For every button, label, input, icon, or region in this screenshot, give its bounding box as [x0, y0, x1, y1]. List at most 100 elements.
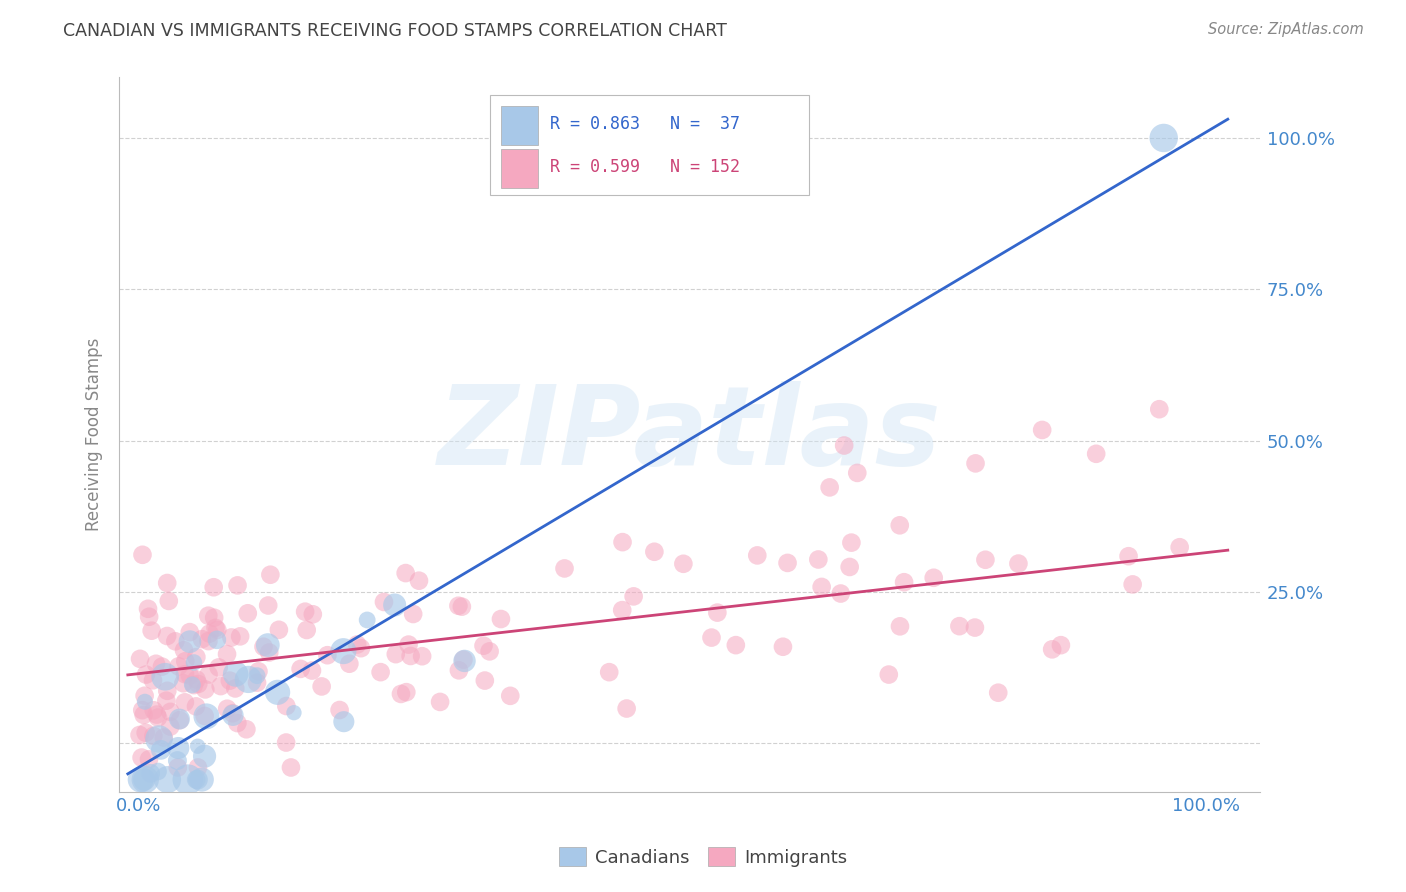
Point	[134, 772, 156, 787]
Point	[166, 760, 188, 774]
Point	[266, 685, 288, 699]
Point	[257, 645, 280, 659]
Point	[167, 659, 190, 673]
Point	[186, 772, 208, 787]
Point	[1050, 638, 1073, 652]
FancyBboxPatch shape	[489, 95, 810, 195]
Point	[450, 599, 472, 614]
Point	[706, 606, 728, 620]
Point	[207, 623, 229, 637]
Point	[186, 673, 208, 687]
Point	[399, 648, 422, 663]
Point	[337, 657, 360, 671]
Point	[187, 772, 209, 787]
Point	[169, 712, 191, 726]
Point	[332, 644, 354, 658]
Point	[132, 707, 155, 722]
Point	[179, 668, 201, 682]
Point	[893, 575, 915, 590]
Point	[1168, 540, 1191, 554]
Point	[183, 678, 205, 692]
Point	[623, 590, 645, 604]
Point	[145, 707, 167, 722]
Point	[616, 701, 638, 715]
Point	[889, 619, 911, 633]
Point	[472, 639, 495, 653]
Point	[141, 624, 163, 638]
Point	[1122, 577, 1144, 591]
Point	[179, 634, 201, 648]
Point	[235, 723, 257, 737]
Point	[838, 560, 860, 574]
Point	[772, 640, 794, 654]
Point	[142, 729, 165, 743]
Point	[224, 681, 246, 696]
Point	[489, 612, 512, 626]
Point	[174, 654, 197, 668]
Point	[149, 743, 172, 757]
Point	[152, 731, 174, 745]
Point	[179, 625, 201, 640]
Point	[384, 598, 406, 612]
Point	[830, 586, 852, 600]
Point	[169, 713, 191, 727]
Point	[181, 678, 204, 692]
Point	[204, 621, 226, 635]
Point	[408, 574, 430, 588]
Point	[453, 653, 475, 667]
Point	[128, 728, 150, 742]
Point	[148, 732, 170, 747]
Point	[156, 683, 179, 698]
Point	[195, 709, 218, 723]
Point	[429, 695, 451, 709]
Point	[252, 640, 274, 654]
Point	[1149, 402, 1171, 417]
Point	[411, 649, 433, 664]
Point	[131, 703, 153, 717]
Point	[186, 650, 208, 665]
Point	[259, 567, 281, 582]
Point	[276, 735, 298, 749]
Point	[198, 626, 221, 640]
Point	[134, 689, 156, 703]
Point	[134, 695, 156, 709]
Point	[294, 605, 316, 619]
Point	[447, 663, 470, 677]
Point	[1118, 549, 1140, 564]
Text: R = 0.599   N = 152: R = 0.599 N = 152	[550, 158, 741, 176]
Point	[157, 594, 180, 608]
Point	[807, 552, 830, 566]
Point	[183, 656, 205, 670]
Point	[965, 456, 987, 470]
Point	[173, 695, 195, 709]
Point	[598, 665, 620, 680]
Point	[139, 766, 162, 780]
Point	[218, 673, 240, 688]
Point	[395, 566, 418, 580]
Point	[145, 657, 167, 671]
Point	[172, 676, 194, 690]
Point	[166, 754, 188, 768]
Point	[146, 710, 169, 724]
Point	[129, 772, 152, 787]
Point	[197, 634, 219, 648]
Point	[612, 603, 634, 617]
Point	[922, 571, 945, 585]
Point	[129, 652, 152, 666]
Point	[167, 741, 190, 756]
Point	[246, 675, 269, 690]
Point	[215, 647, 238, 661]
Point	[395, 685, 418, 699]
Point	[194, 709, 217, 723]
Point	[1007, 557, 1029, 571]
Point	[370, 665, 392, 680]
Point	[136, 601, 159, 615]
Point	[187, 760, 209, 774]
Point	[276, 699, 298, 714]
Point	[155, 694, 177, 708]
Point	[217, 702, 239, 716]
Point	[165, 634, 187, 648]
Point	[205, 632, 228, 647]
Point	[246, 668, 269, 682]
Point	[229, 629, 252, 643]
